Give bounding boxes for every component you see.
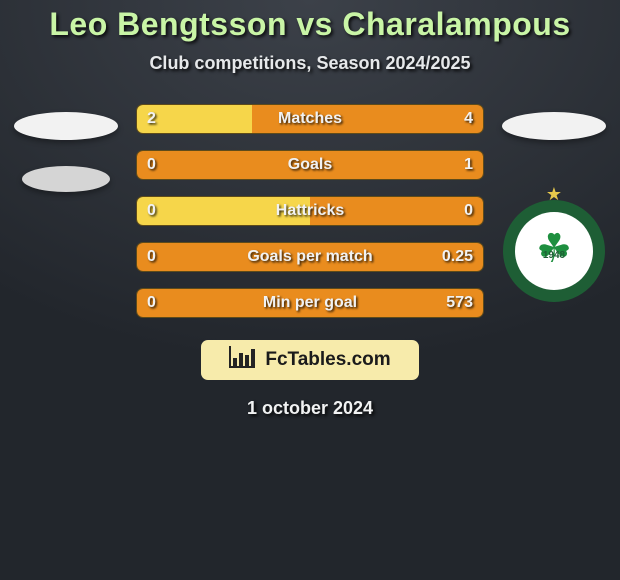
placeholder-oval <box>22 166 110 192</box>
stat-value-left: 0 <box>147 156 156 174</box>
stat-value-right: 1 <box>464 156 473 174</box>
stat-label: Min per goal <box>263 294 357 312</box>
badge-year: 1948 <box>543 250 565 261</box>
chart-icon <box>229 346 255 374</box>
stat-bars: 2 4 Matches 0 1 Goals 0 0 Hattricks 0 0.25 Goals pe… <box>132 104 488 318</box>
stat-value-right: 4 <box>464 110 473 128</box>
stat-value-right: 573 <box>446 294 473 312</box>
main-container: Leo Bengtsson vs Charalampous Club compe… <box>0 0 620 580</box>
brand-badge[interactable]: FcTables.com <box>201 340 418 380</box>
stat-value-left: 0 <box>147 202 156 220</box>
mid-row: 2 4 Matches 0 1 Goals 0 0 Hattricks 0 0.25 Goals pe… <box>0 104 620 318</box>
stat-value-right: 0.25 <box>442 248 473 266</box>
brand-label: FcTables.com <box>265 349 390 371</box>
placeholder-oval <box>14 112 118 140</box>
stat-row: 2 4 Matches <box>136 104 484 134</box>
subtitle: Club competitions, Season 2024/2025 <box>149 53 470 74</box>
stat-value-left: 0 <box>147 248 156 266</box>
club-badge: ☘1948★ <box>503 200 605 302</box>
star-icon: ★ <box>546 184 562 205</box>
stat-label: Matches <box>278 110 342 128</box>
placeholder-oval <box>502 112 606 140</box>
stat-row: 0 573 Min per goal <box>136 288 484 318</box>
stat-label: Goals <box>288 156 332 174</box>
stat-value-left: 2 <box>147 110 156 128</box>
date-label: 1 october 2024 <box>247 398 373 419</box>
right-side: ☘1948 ★ <box>494 104 614 302</box>
stat-row: 0 1 Goals <box>136 150 484 180</box>
stat-row: 0 0 Hattricks <box>136 196 484 226</box>
page-title: Leo Bengtsson vs Charalampous <box>49 6 570 43</box>
stat-value-left: 0 <box>147 294 156 312</box>
shamrock-icon: ☘ <box>536 229 572 269</box>
stat-label: Hattricks <box>276 202 344 220</box>
left-side <box>6 104 126 192</box>
stat-row: 0 0.25 Goals per match <box>136 242 484 272</box>
stat-value-right: 0 <box>464 202 473 220</box>
stat-label: Goals per match <box>247 248 372 266</box>
